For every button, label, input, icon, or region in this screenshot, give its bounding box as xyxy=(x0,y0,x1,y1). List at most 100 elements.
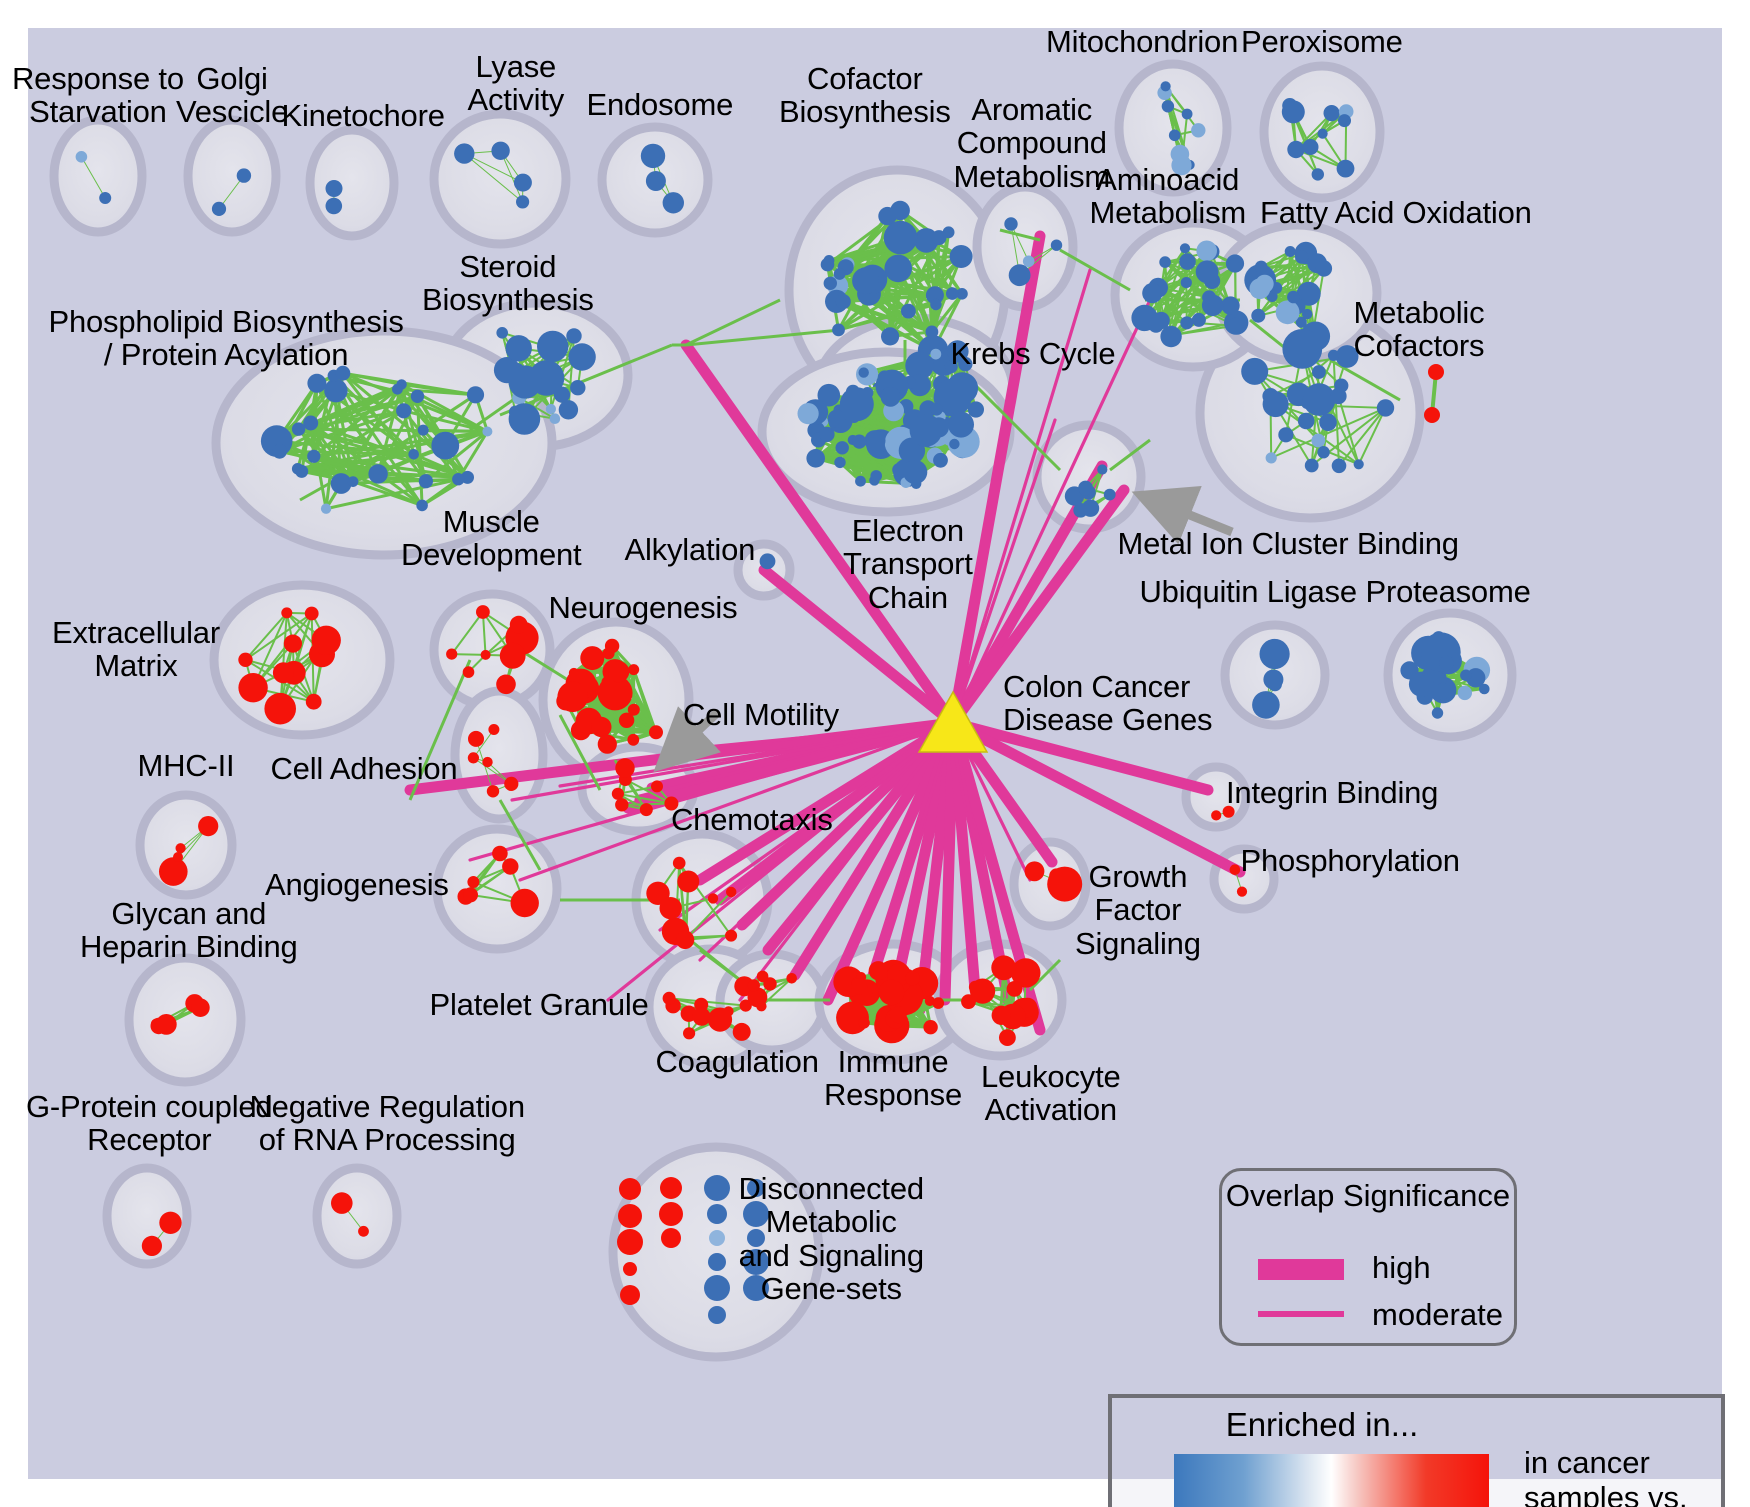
node[interactable] xyxy=(628,664,640,676)
node[interactable] xyxy=(1424,407,1440,423)
node[interactable] xyxy=(1338,114,1351,128)
node[interactable] xyxy=(725,929,738,942)
node[interactable] xyxy=(558,400,579,420)
node[interactable] xyxy=(1408,671,1435,697)
node[interactable] xyxy=(1180,277,1192,289)
node[interactable] xyxy=(662,991,676,1005)
node[interactable] xyxy=(476,605,490,619)
node[interactable] xyxy=(1251,308,1266,323)
node[interactable] xyxy=(905,351,934,380)
node[interactable] xyxy=(743,1201,769,1227)
node[interactable] xyxy=(1287,290,1300,304)
node[interactable] xyxy=(454,143,475,164)
node[interactable] xyxy=(1311,433,1326,448)
node[interactable] xyxy=(704,1275,730,1301)
node[interactable] xyxy=(747,979,761,992)
node[interactable] xyxy=(832,323,845,337)
node[interactable] xyxy=(549,413,561,425)
node[interactable] xyxy=(1434,682,1452,700)
node[interactable] xyxy=(611,787,625,800)
node[interactable] xyxy=(236,168,252,183)
node[interactable] xyxy=(418,474,433,489)
node[interactable] xyxy=(819,426,835,442)
node[interactable] xyxy=(708,1306,726,1324)
node[interactable] xyxy=(1081,499,1100,517)
node[interactable] xyxy=(557,681,588,713)
node[interactable] xyxy=(1327,349,1340,361)
node[interactable] xyxy=(948,411,974,438)
node[interactable] xyxy=(1439,655,1454,671)
node[interactable] xyxy=(615,758,635,778)
node[interactable] xyxy=(664,796,679,811)
node[interactable] xyxy=(1161,100,1175,113)
node[interactable] xyxy=(640,143,666,169)
node[interactable] xyxy=(545,403,557,415)
node[interactable] xyxy=(623,1262,637,1276)
node[interactable] xyxy=(858,1017,870,1029)
node[interactable] xyxy=(462,666,475,678)
node[interactable] xyxy=(868,961,888,981)
node[interactable] xyxy=(508,365,542,399)
node[interactable] xyxy=(662,192,684,214)
node[interactable] xyxy=(491,141,510,160)
node[interactable] xyxy=(335,365,351,381)
node[interactable] xyxy=(175,843,186,854)
node[interactable] xyxy=(141,1235,162,1256)
node[interactable] xyxy=(786,973,797,984)
node[interactable] xyxy=(835,294,851,310)
node[interactable] xyxy=(1179,243,1191,254)
node[interactable] xyxy=(1229,864,1241,875)
node[interactable] xyxy=(1252,691,1280,719)
node[interactable] xyxy=(513,173,532,192)
node[interactable] xyxy=(238,673,268,703)
node[interactable] xyxy=(707,1204,727,1224)
node[interactable] xyxy=(903,460,928,485)
node[interactable] xyxy=(870,470,882,482)
node[interactable] xyxy=(672,856,686,870)
node[interactable] xyxy=(304,606,319,621)
node[interactable] xyxy=(1191,312,1206,327)
node[interactable] xyxy=(482,756,493,768)
node[interactable] xyxy=(568,343,596,371)
node[interactable] xyxy=(743,1249,769,1275)
node[interactable] xyxy=(1262,391,1289,418)
node[interactable] xyxy=(970,978,996,1004)
node[interactable] xyxy=(1168,129,1181,142)
node[interactable] xyxy=(264,692,297,725)
node[interactable] xyxy=(368,464,388,484)
node[interactable] xyxy=(1284,246,1296,257)
node[interactable] xyxy=(756,1001,767,1012)
node[interactable] xyxy=(905,970,920,986)
node[interactable] xyxy=(1304,458,1319,473)
node[interactable] xyxy=(510,888,539,918)
node[interactable] xyxy=(991,1005,1011,1025)
node[interactable] xyxy=(649,725,663,740)
node[interactable] xyxy=(1195,260,1219,284)
node[interactable] xyxy=(1431,707,1444,719)
node[interactable] xyxy=(1297,412,1315,430)
node[interactable] xyxy=(627,703,640,716)
node[interactable] xyxy=(1171,155,1192,176)
node[interactable] xyxy=(707,1007,733,1032)
node[interactable] xyxy=(467,752,479,764)
node[interactable] xyxy=(410,389,425,403)
node[interactable] xyxy=(901,303,916,319)
node[interactable] xyxy=(608,661,630,683)
node[interactable] xyxy=(675,930,695,950)
node[interactable] xyxy=(198,816,219,837)
node[interactable] xyxy=(852,267,879,295)
node[interactable] xyxy=(283,634,302,653)
node[interactable] xyxy=(1160,81,1171,92)
node[interactable] xyxy=(1335,345,1359,368)
node[interactable] xyxy=(747,1229,765,1247)
node[interactable] xyxy=(880,386,901,407)
node[interactable] xyxy=(999,1029,1016,1046)
node[interactable] xyxy=(1097,464,1108,475)
node[interactable] xyxy=(1282,329,1323,369)
node[interactable] xyxy=(75,151,88,163)
node[interactable] xyxy=(1266,291,1278,302)
node[interactable] xyxy=(827,409,846,428)
node[interactable] xyxy=(1287,140,1305,159)
node[interactable] xyxy=(834,456,846,469)
node[interactable] xyxy=(618,712,635,728)
